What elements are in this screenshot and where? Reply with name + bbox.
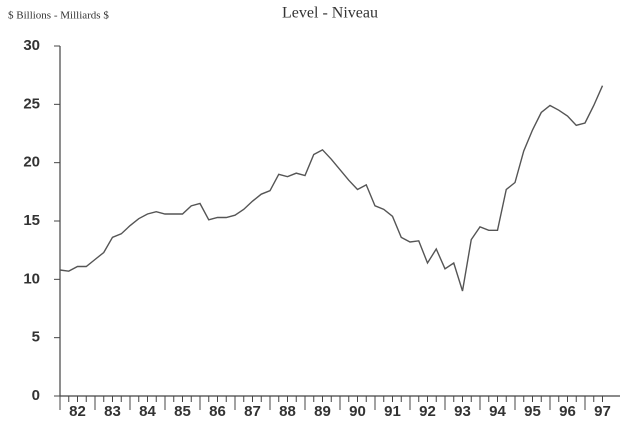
x-tick-label: 92 xyxy=(419,403,436,420)
x-tick-label: 89 xyxy=(314,403,331,420)
x-tick-label: 84 xyxy=(139,403,156,420)
y-tick-label: 25 xyxy=(23,95,40,112)
x-tick-label: 88 xyxy=(279,403,296,420)
x-tick-label: 96 xyxy=(559,403,576,420)
y-tick-label: 10 xyxy=(23,270,40,287)
x-tick-label: 93 xyxy=(454,403,471,420)
y-tick-label: 5 xyxy=(32,329,40,346)
x-tick-label: 95 xyxy=(524,403,541,420)
x-tick-label: 86 xyxy=(209,403,226,420)
x-tick-label: 87 xyxy=(244,403,261,420)
y-tick-label: 0 xyxy=(32,387,40,404)
y-axis-label: $ Billions - Milliards $ xyxy=(8,10,109,22)
x-tick-label: 82 xyxy=(69,403,86,420)
x-tick-label: 83 xyxy=(104,403,121,420)
x-tick-label: 90 xyxy=(349,403,366,420)
x-tick-label: 85 xyxy=(174,403,191,420)
x-tick-label: 91 xyxy=(384,403,401,420)
chart-title: Level - Niveau xyxy=(282,5,378,22)
y-tick-label: 30 xyxy=(23,37,40,54)
x-tick-label: 97 xyxy=(594,403,611,420)
y-tick-label: 15 xyxy=(23,212,40,229)
y-tick-label: 20 xyxy=(23,154,40,171)
line xyxy=(59,85,604,292)
x-tick-label: 94 xyxy=(489,403,506,420)
